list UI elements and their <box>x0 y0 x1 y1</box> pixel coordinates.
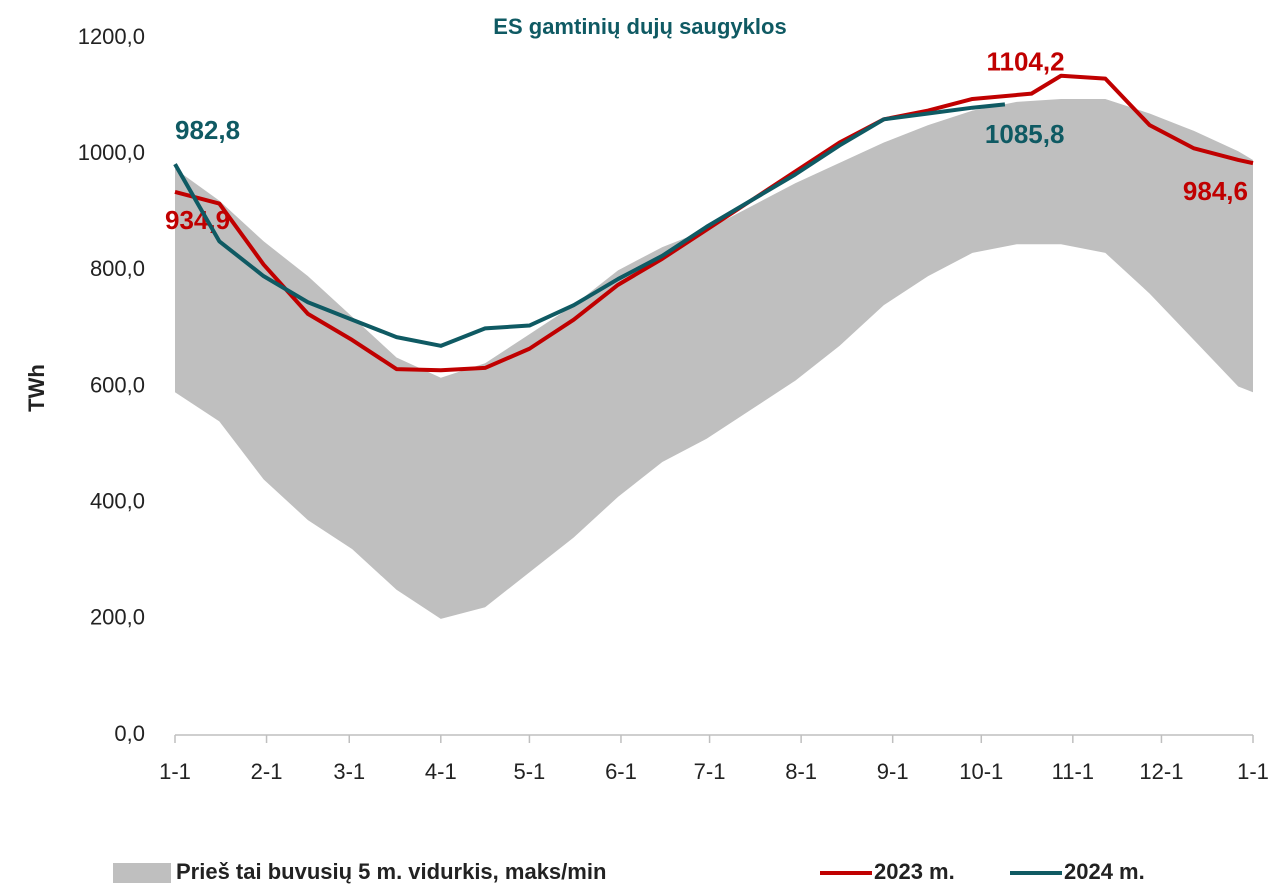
y-tick-label: 0,0 <box>114 721 145 746</box>
x-tick-label: 1-1 <box>1237 759 1269 784</box>
y-tick-label: 1000,0 <box>78 140 145 165</box>
x-tick-label: 6-1 <box>605 759 637 784</box>
legend-label: Prieš tai buvusių 5 m. vidurkis, maks/mi… <box>176 859 606 884</box>
x-tick-label: 10-1 <box>959 759 1003 784</box>
y-tick-label: 800,0 <box>90 256 145 281</box>
band-area <box>175 98 1253 619</box>
legend-swatch <box>113 863 171 883</box>
chart-title: ES gamtinių dujų saugyklos <box>493 14 786 39</box>
x-tick-label: 1-1 <box>159 759 191 784</box>
data-label: 1104,2 <box>986 47 1064 77</box>
series-line <box>173 102 1006 348</box>
x-tick-label: 9-1 <box>877 759 909 784</box>
x-tick-label: 11-1 <box>1052 759 1094 784</box>
x-tick-label: 8-1 <box>785 759 817 784</box>
x-tick-label: 7-1 <box>694 759 726 784</box>
data-label: 1085,8 <box>985 119 1065 149</box>
x-tick-label: 12-1 <box>1139 759 1183 784</box>
legend-label: 2024 m. <box>1064 859 1145 884</box>
y-tick-label: 400,0 <box>90 488 145 513</box>
x-tick-label: 2-1 <box>251 759 283 784</box>
data-label: 934,9 <box>165 205 230 235</box>
y-tick-label: 600,0 <box>90 372 145 397</box>
x-tick-label: 4-1 <box>425 759 457 784</box>
x-tick-label: 5-1 <box>514 759 546 784</box>
data-label: 982,8 <box>175 115 240 145</box>
y-axis-label: TWh <box>24 364 49 412</box>
legend-label: 2023 m. <box>874 859 955 884</box>
x-tick-label: 3-1 <box>333 759 365 784</box>
y-tick-label: 1200,0 <box>78 24 145 49</box>
data-label: 984,6 <box>1183 176 1248 206</box>
y-tick-label: 200,0 <box>90 605 145 630</box>
